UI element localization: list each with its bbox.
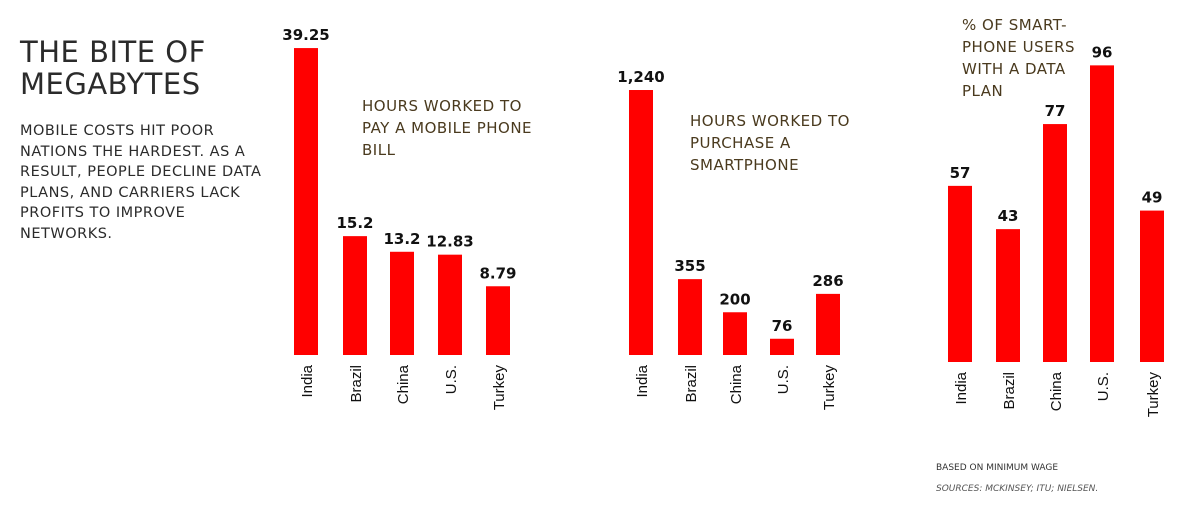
- chart2-category-label: U.S.: [775, 365, 792, 394]
- chart3-category-label: India: [953, 371, 970, 404]
- chart3-value-label: 96: [1092, 43, 1113, 61]
- chart2-bar-China: [723, 312, 747, 355]
- sources: SOURCES: MCKINSEY; ITU; NIELSEN.: [936, 484, 1099, 494]
- chart1-bar-Brazil: [343, 236, 367, 355]
- chart3-bar-U.S.: [1090, 65, 1114, 363]
- chart3-category-label: Turkey: [1145, 372, 1162, 418]
- chart2-bar-Turkey: [816, 293, 840, 355]
- chart2-category-label: China: [728, 364, 745, 404]
- chart1-bar-Turkey: [486, 286, 510, 355]
- page-title: THE BITE OF MEGABYTES: [20, 35, 206, 101]
- chart2-value-label: 76: [772, 317, 793, 335]
- chart3-value-label: 43: [998, 207, 1019, 225]
- chart3-value-label: 77: [1045, 102, 1066, 120]
- chart2-category-label: India: [634, 364, 651, 397]
- chart1-category-label: China: [395, 364, 412, 404]
- chart1-category-label: India: [299, 364, 316, 397]
- chart3-category-label: China: [1048, 371, 1065, 411]
- chart1-category-label: Brazil: [348, 365, 365, 403]
- chart2-category-label: Turkey: [821, 365, 838, 411]
- chart2-value-label: 286: [812, 272, 843, 290]
- chart1-category-label: U.S.: [443, 365, 460, 394]
- chart1-bar-India: [294, 48, 318, 355]
- chart2-title: HOURS WORKED TO PURCHASE A SMARTPHONE: [690, 112, 850, 174]
- chart2-value-label: 355: [674, 257, 705, 275]
- chart1-bar-U.S.: [438, 254, 462, 355]
- chart2-value-label: 200: [719, 290, 750, 308]
- chart3-bar-Brazil: [996, 229, 1020, 362]
- chart1-value-label: 15.2: [336, 214, 373, 232]
- chart3-bar-India: [948, 185, 972, 362]
- page-subtitle: MOBILE COSTS HIT POOR NATIONS THE HARDES…: [20, 123, 262, 242]
- chart3-title: % OF SMART-PHONE USERS WITH A DATA PLAN: [962, 16, 1076, 100]
- chart3-category-label: Brazil: [1001, 372, 1018, 410]
- chart1-value-label: 12.83: [426, 233, 473, 251]
- chart3-category-label: U.S.: [1095, 372, 1112, 401]
- chart1-value-label: 13.2: [383, 230, 420, 248]
- chart3-value-label: 49: [1142, 189, 1163, 207]
- chart1-category-label: Turkey: [491, 365, 508, 411]
- chart2-bar-Brazil: [678, 279, 702, 355]
- chart1-value-label: 8.79: [479, 264, 516, 282]
- chart2-category-label: Brazil: [683, 365, 700, 403]
- chart3-bar-Turkey: [1140, 210, 1164, 362]
- chart3-bar-China: [1043, 124, 1067, 362]
- chart3-value-label: 57: [950, 164, 971, 182]
- chart1-title: HOURS WORKED TO PAY A MOBILE PHONE BILL: [362, 97, 533, 159]
- footnote: BASED ON MINIMUM WAGE: [936, 463, 1059, 473]
- chart1-bar-China: [390, 251, 414, 355]
- chart1-value-label: 39.25: [282, 26, 329, 44]
- chart2-bar-U.S.: [770, 338, 794, 355]
- chart2-bar-India: [629, 90, 653, 356]
- chart2-value-label: 1,240: [617, 68, 664, 86]
